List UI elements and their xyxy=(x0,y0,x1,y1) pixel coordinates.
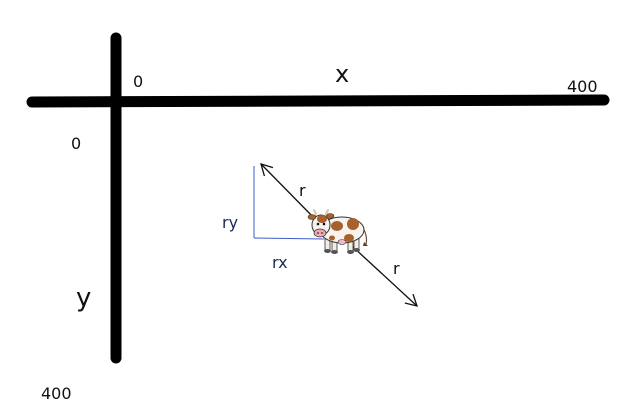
cow-icon xyxy=(307,209,368,254)
rx-label: rx xyxy=(272,253,288,272)
radius-arrow-upper xyxy=(260,163,319,223)
x-max-label: 400 xyxy=(567,77,598,96)
ry-label: ry xyxy=(222,213,238,232)
y-axis-label: y xyxy=(76,283,91,313)
x-axis-line xyxy=(26,94,610,108)
x-origin-label: 0 xyxy=(133,72,143,91)
radius-label-upper: r xyxy=(299,181,306,200)
rx-component-line xyxy=(253,237,325,240)
radius-arrow-lower xyxy=(351,245,418,307)
radius-label-lower: r xyxy=(393,259,400,278)
x-axis-label: x xyxy=(335,60,349,88)
y-origin-label: 0 xyxy=(71,134,81,153)
y-max-label: 400 xyxy=(41,384,72,400)
